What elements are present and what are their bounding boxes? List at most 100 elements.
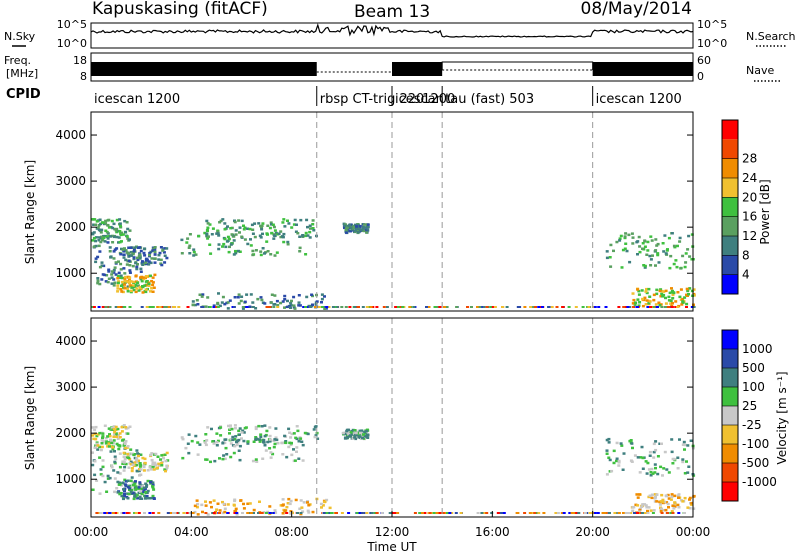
echo-cell-near (438, 306, 442, 308)
nsky-label: N.Sky (4, 30, 36, 43)
echo-cell (119, 274, 123, 277)
echo-cell (301, 443, 305, 447)
echo-cell (233, 438, 237, 441)
echo-cell (638, 245, 642, 248)
echo-cell-near (435, 306, 439, 308)
echo-cell (307, 504, 311, 507)
echo-cell (352, 432, 356, 435)
echo-cell (149, 290, 152, 293)
echo-cell (320, 293, 324, 296)
echo-cell-near (631, 306, 635, 308)
echo-cell (234, 233, 238, 236)
echo-cell-near (649, 306, 652, 308)
echo-cell (126, 237, 130, 240)
echo-cell (272, 234, 276, 237)
echo-cell (243, 238, 247, 241)
echo-cell (97, 236, 101, 239)
echo-cell-near (304, 306, 308, 308)
echo-cell-near (669, 512, 673, 514)
echo-cell (272, 445, 276, 449)
echo-cell (149, 496, 153, 500)
echo-cell (273, 442, 277, 446)
echo-cell (319, 502, 323, 506)
echo-cell-near (674, 306, 678, 308)
echo-cell (223, 237, 227, 241)
echo-cell (641, 242, 645, 245)
echo-cell (132, 453, 136, 457)
echo-cell (612, 449, 616, 453)
echo-cell (683, 472, 687, 475)
echo-cell-near (252, 512, 255, 514)
echo-cell (605, 473, 609, 476)
echo-cell (287, 304, 291, 308)
echo-cell (234, 251, 238, 255)
ytick-label: 1000 (55, 472, 86, 486)
echo-cell (133, 285, 137, 288)
echo-cell (260, 298, 264, 302)
echo-cell-near (608, 512, 611, 514)
echo-cell (644, 504, 648, 507)
echo-cell (246, 502, 250, 505)
echo-cell (200, 295, 204, 298)
echo-cell (687, 234, 691, 238)
echo-cell (137, 289, 141, 292)
echo-cell (358, 429, 362, 433)
colorbar-swatch (722, 236, 738, 256)
date-label: 08/May/2014 (581, 0, 693, 19)
echo-cell-near (671, 512, 675, 514)
echo-cell (679, 267, 683, 270)
echo-cell (673, 505, 677, 508)
colorbar-swatch (722, 444, 738, 463)
echo-cell (131, 251, 135, 255)
echo-cell (143, 254, 147, 257)
echo-cell (672, 244, 676, 248)
echo-cell (144, 497, 147, 500)
nave-tick-top: 60 (697, 54, 711, 67)
echo-cell (96, 255, 100, 259)
echo-cell (138, 285, 142, 289)
echo-cell (293, 218, 297, 222)
echo-cell-near (122, 512, 126, 514)
echo-cell-near (299, 512, 303, 514)
echo-cell (151, 481, 155, 484)
echo-cell-near (562, 512, 566, 514)
echo-cell (353, 229, 357, 232)
echo-cell (282, 240, 286, 244)
echo-cell-near (613, 512, 617, 514)
echo-cell (135, 287, 139, 290)
echo-cell (153, 246, 157, 249)
echo-cell (660, 493, 664, 497)
echo-cell (270, 231, 274, 235)
echo-cell (640, 505, 644, 508)
echo-cell (111, 446, 115, 449)
echo-cell (255, 437, 259, 440)
echo-cell (135, 256, 139, 260)
echo-cell (296, 429, 300, 433)
echo-cell (285, 505, 289, 509)
echo-cell (117, 241, 120, 244)
echo-cell (253, 235, 257, 239)
echo-cell (254, 427, 258, 431)
echo-cell (306, 509, 310, 513)
echo-cell (248, 502, 252, 505)
echo-cell (682, 440, 686, 444)
echo-cell (254, 458, 258, 461)
echo-cell-near (441, 512, 445, 514)
echo-cell (99, 240, 103, 244)
echo-cell (100, 439, 104, 442)
echo-cell (198, 443, 202, 446)
echo-cell (104, 222, 108, 225)
echo-cell (688, 498, 691, 501)
echo-cell (281, 512, 285, 515)
echo-cell (127, 246, 131, 249)
echo-cell (135, 469, 139, 473)
echo-cell (157, 253, 161, 257)
echo-cell (245, 293, 249, 296)
echo-cell (667, 236, 671, 240)
echo-cell (154, 452, 158, 456)
echo-cell (123, 277, 127, 280)
echo-cell (148, 253, 151, 257)
echo-cell-near (361, 306, 365, 308)
echo-cell (130, 488, 134, 492)
